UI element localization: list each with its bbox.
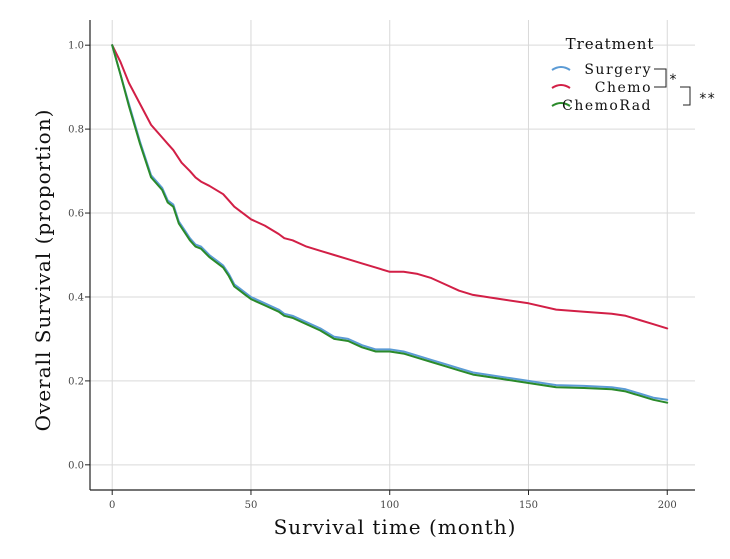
ticks: 0 50 100 150 200 0.0 0.2 0.4 0.6 0.8 1.0 (68, 41, 677, 511)
legend-label-chemorad: ChemoRad (562, 98, 652, 114)
significance-bracket-1 (654, 68, 667, 88)
series-line-chemo (111, 44, 669, 330)
grid (90, 20, 695, 490)
significance-label-2: ** (699, 91, 716, 107)
significance-bracket-2 (680, 86, 691, 106)
x-tick-label-1: 50 (245, 500, 258, 511)
axes (89, 20, 695, 491)
legend-title: Treatment (566, 35, 655, 53)
series-lines (111, 44, 669, 404)
legend-swatch-surgery (551, 66, 571, 71)
legend-label-chemo: Chemo (595, 80, 652, 96)
legend-swatch-chemorad (551, 102, 571, 107)
y-tick-label-4: 0.8 (68, 125, 84, 136)
x-tick-label-2: 100 (380, 500, 399, 511)
significance-label-1: * (669, 72, 677, 88)
series-line-chemorad (111, 44, 669, 404)
x-axis-title: Survival time (month) (274, 515, 517, 539)
y-tick-label-1: 0.2 (68, 376, 84, 387)
y-axis-title: Overall Survival (proportion) (31, 109, 55, 432)
y-tick-label-3: 0.6 (68, 209, 84, 220)
legend-swatch-chemo (551, 84, 571, 89)
y-tick-label-2: 0.4 (68, 292, 84, 303)
y-tick-label-0: 0.0 (68, 460, 84, 471)
x-tick-label-3: 150 (519, 500, 538, 511)
y-tick-label-5: 1.0 (68, 41, 84, 52)
x-tick-label-4: 200 (658, 500, 677, 511)
legend-label-surgery: Surgery (584, 62, 652, 78)
x-tick-label-0: 0 (109, 500, 115, 511)
